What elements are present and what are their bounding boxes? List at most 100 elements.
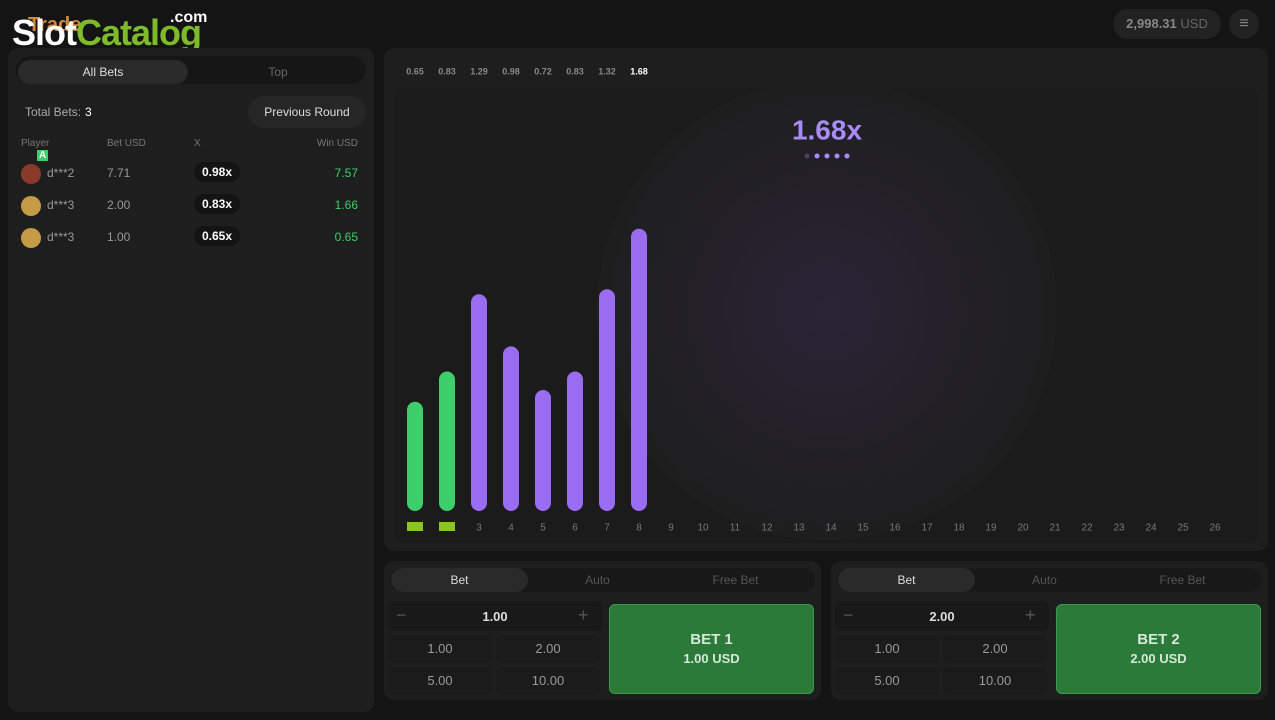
current-multiplier: 1.68x [792,114,862,145]
game-name: Trade [28,14,82,36]
tab[interactable]: Auto [585,573,610,587]
bets-panel: All Bets Top Total Bets: 3 Previous Round Pla… [8,48,374,712]
column-header: Player [21,138,50,149]
amount-bg [835,601,1049,631]
slot-label: 20 [1017,523,1029,534]
glow [597,80,1057,540]
column-header: Bet USD [107,138,146,149]
multiplier: 0.65x [194,226,240,246]
slot-label: 10 [697,523,709,534]
quick-amount[interactable]: 1.00 [388,635,492,663]
previous-round[interactable]: Previous Round [248,96,366,128]
history-value: 0.83 [438,66,456,76]
player: d***2 [47,166,75,180]
total-label: Total Bets: [25,105,82,119]
history-value: 1.68 [630,66,648,76]
slot-label: 21 [1049,523,1061,534]
logo: SlotCatalog [12,12,202,54]
slot-icon [439,522,455,531]
dot [834,153,840,159]
plus[interactable]: + [1025,605,1036,625]
slot-label: 26 [1209,523,1221,534]
player: d***3 [47,198,75,212]
dot [844,153,850,159]
minus[interactable]: − [396,605,407,625]
slot-label: 7 [604,523,610,534]
avatar [21,228,41,248]
total: 3 [85,105,92,119]
dot [824,153,830,159]
player: d***3 [47,230,75,244]
tab[interactable]: Free Bet [1159,573,1206,587]
game-panel: 0.65 0.83 1.29 0.98 0.72 0.83 1.32 1.68 3 4 5 6 7 8 9 1… [384,48,1268,551]
slot-label: 12 [761,523,773,534]
slot-label: 9 [668,523,674,534]
balance-amount: 2,998.31 [1126,16,1177,31]
history-value: 1.32 [598,66,616,76]
bet: 7.71 [107,166,131,180]
slot-label: 11 [730,523,741,534]
quick-amount[interactable]: 1.00 [835,635,939,663]
plus[interactable]: + [578,605,589,625]
badge: A [37,150,49,161]
bet-button[interactable]: BET 1 1.00 USD [609,604,814,694]
multiplier: 0.98x [194,162,240,182]
slot-label: 8 [636,523,642,534]
slot-label: 18 [953,523,965,534]
dot [804,153,810,159]
multiplier: 0.83x [194,194,240,214]
quick-amount[interactable]: 2.00 [496,635,600,663]
slot-label: 25 [1177,523,1189,534]
dot [814,153,820,159]
bet-button-amount: 2.00 USD [1130,651,1187,666]
slot-label: 24 [1145,523,1157,534]
bar [503,346,519,511]
tab[interactable]: Bet [838,568,975,592]
tab[interactable]: All Bets [18,60,188,84]
quick-amount[interactable]: 5.00 [835,667,939,695]
bet-button-amount: 1.00 USD [683,651,740,666]
currency: USD [1180,16,1208,31]
amount: 1.00 [482,609,508,624]
slot-label: 15 [857,523,869,534]
bar [439,371,455,511]
slot-label: 23 [1113,523,1125,534]
slot-label: 22 [1081,523,1093,534]
bet-panel: Bet Auto Free Bet − +2.00 1.00 2.00 5.00 10.00 BE… [831,561,1268,700]
tab[interactable]: Bet [391,568,528,592]
quick-amount[interactable]: 10.00 [496,667,600,695]
slot-label: 19 [985,523,997,534]
bet-panel: Bet Auto Free Bet − +1.00 1.00 2.00 5.00 10.00 BE… [384,561,821,700]
slot-label: 4 [508,523,514,534]
slot-label: 3 [476,523,482,534]
avatar [21,164,41,184]
bar [407,401,423,511]
slot-label: 17 [921,523,933,534]
bet: 2.00 [107,198,131,212]
logo-suffix: .com [170,9,208,26]
slot-label: 5 [540,523,546,534]
bet: 1.00 [107,230,131,244]
history-value: 0.72 [534,66,552,76]
bar [535,390,551,511]
slot-label: 16 [889,523,901,534]
balance: 2,998.31 USD [1113,9,1221,39]
quick-amount[interactable]: 10.00 [943,667,1047,695]
game-chart: 0.65 0.83 1.29 0.98 0.72 0.83 1.32 1.68 3 4 5 6 7 8 9 1… [394,66,1258,543]
tab[interactable]: Top [268,65,288,79]
history-value: 1.29 [470,66,488,76]
minus[interactable]: − [843,605,854,625]
logo-text: Slot [12,12,77,53]
amount-bg [388,601,602,631]
history-value: 0.65 [406,66,424,76]
history-value: 0.98 [502,66,520,76]
bet-button[interactable]: BET 2 2.00 USD [1056,604,1261,694]
quick-amount[interactable]: 2.00 [943,635,1047,663]
tab[interactable]: Free Bet [712,573,759,587]
menu-button[interactable]: ≡ [1229,9,1259,39]
quick-amount[interactable]: 5.00 [388,667,492,695]
slot-label: 6 [572,523,578,534]
bar [599,289,615,511]
tab[interactable]: Auto [1032,573,1057,587]
column-header: X [194,138,201,149]
